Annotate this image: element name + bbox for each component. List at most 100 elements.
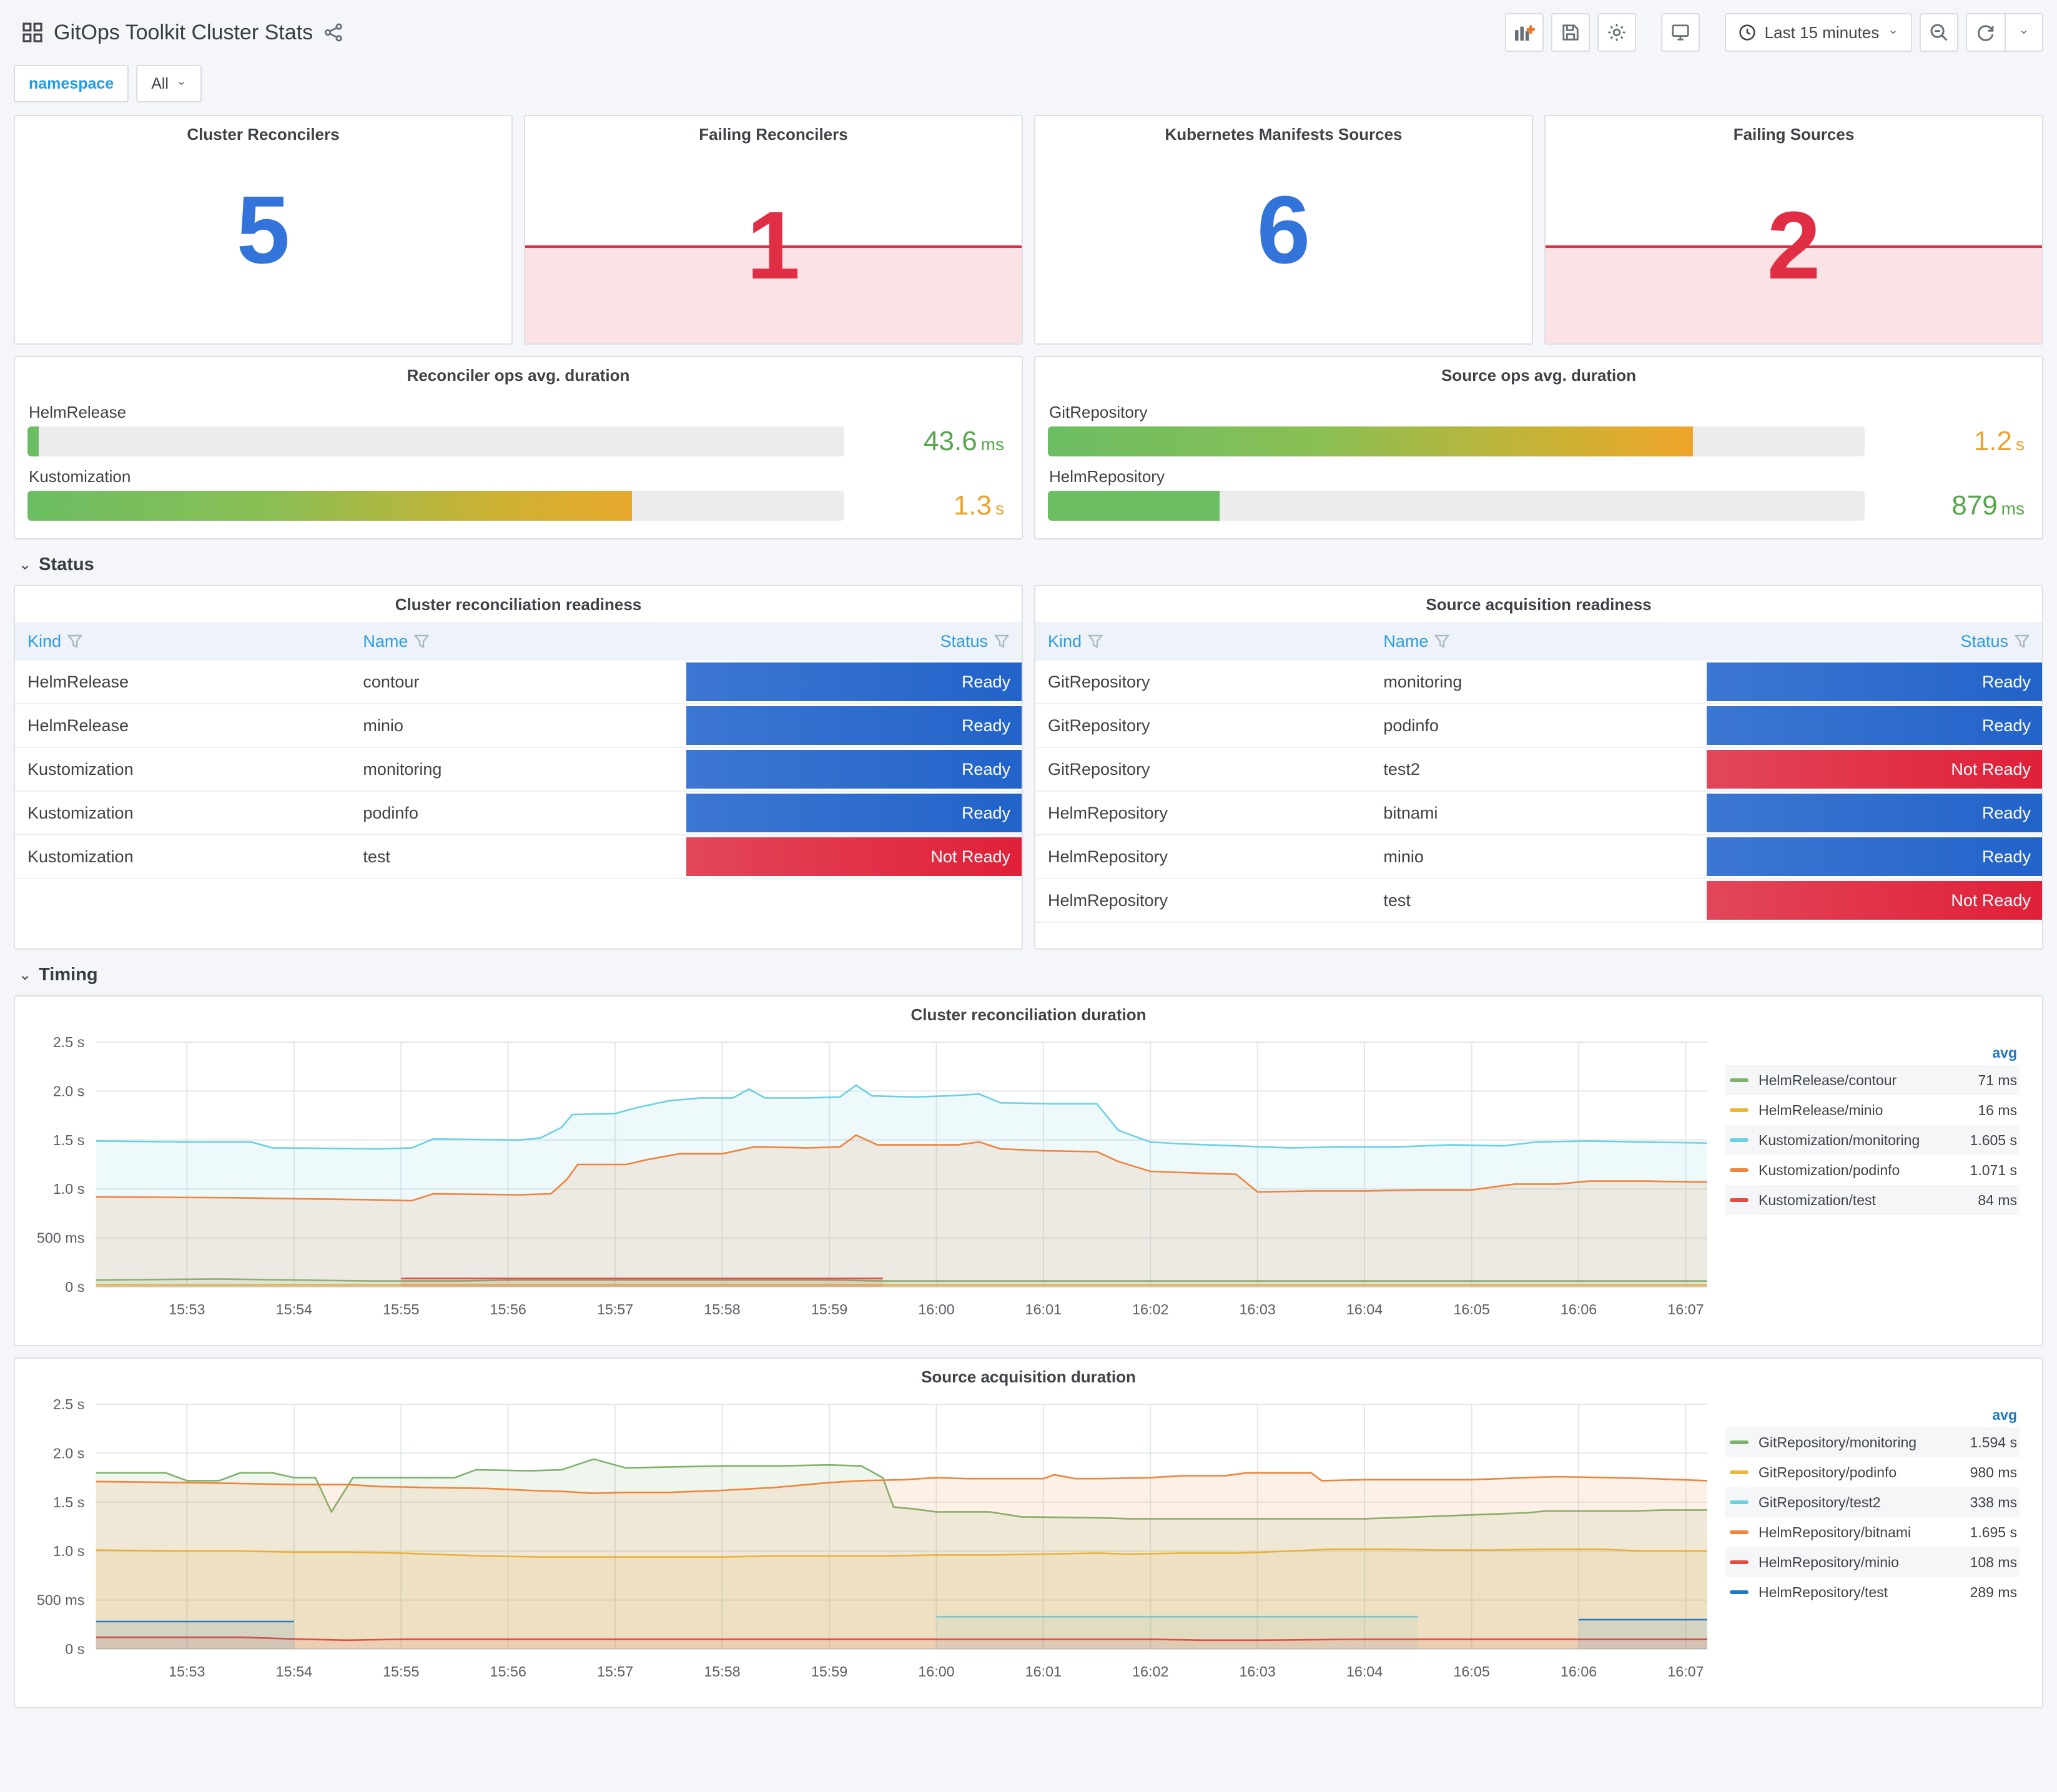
time-series-plot[interactable]: 0 s 500 ms 1.0 s 1.5 s 2.0 s 2.5 s 15:53 15:54 1… <box>22 1030 1720 1332</box>
legend-item[interactable]: HelmRelease/minio 16 ms <box>1725 1095 2020 1125</box>
panel-title[interactable]: Source acquisition readiness <box>1426 595 1652 614</box>
time-series-plot[interactable]: 0 s 500 ms 1.0 s 1.5 s 2.0 s 2.5 s 15:53 15:54 1… <box>22 1392 1720 1694</box>
legend-item[interactable]: HelmRepository/test 289 ms <box>1725 1577 2020 1607</box>
refresh-button[interactable] <box>1966 13 2005 52</box>
column-header-kind[interactable]: Kind <box>15 622 350 661</box>
legend-item[interactable]: Kustomization/test 84 ms <box>1725 1185 2020 1215</box>
section-status[interactable]: ⌄ Status <box>19 554 94 574</box>
legend-item[interactable]: HelmRelease/contour 71 ms <box>1725 1065 2020 1095</box>
chart-legend: avg GitRepository/monitoring 1.594 s GitRep… <box>1720 1392 2035 1694</box>
page-title[interactable]: GitOps Toolkit Cluster Stats <box>54 20 313 44</box>
svg-text:1.0 s: 1.0 s <box>53 1543 85 1559</box>
panel-title[interactable]: Source ops avg. duration <box>1441 366 1637 385</box>
toolbar: Last 15 minutes ⌄ ⌄ <box>1504 13 2043 52</box>
stat-value: 1 <box>746 191 801 299</box>
refresh-interval-dropdown[interactable]: ⌄ <box>2005 13 2043 52</box>
save-dashboard-button[interactable] <box>1551 13 1590 52</box>
panel-title[interactable]: Source acquisition duration <box>921 1367 1136 1386</box>
apps-grid-icon[interactable] <box>22 22 42 42</box>
add-panel-button[interactable] <box>1504 13 1544 52</box>
svg-text:15:54: 15:54 <box>276 1301 312 1317</box>
stat-value: 5 <box>236 175 290 283</box>
cell-kind: HelmRepository <box>1048 803 1168 822</box>
gauge-value: 43.6 ms <box>924 426 1004 456</box>
chevron-down-icon: ⌄ <box>1888 23 1898 37</box>
panel-title[interactable]: Failing Reconcilers <box>699 125 848 144</box>
table-row: Kustomization podinfo Ready <box>15 792 1022 835</box>
series-name: GitRepository/monitoring <box>1759 1434 1917 1450</box>
cycle-view-button[interactable] <box>1660 13 1700 52</box>
svg-text:15:56: 15:56 <box>490 1301 526 1317</box>
cell-name: test2 <box>1383 759 1420 779</box>
svg-text:15:57: 15:57 <box>597 1301 633 1317</box>
section-timing[interactable]: ⌄ Timing <box>19 965 98 985</box>
charts-column: Cluster reconciliation duration 0 s 500 ms… <box>14 995 2043 1708</box>
column-header-name[interactable]: Name <box>1371 622 1706 661</box>
variable-label-namespace[interactable]: namespace <box>14 65 129 102</box>
table-panel-1: Source acquisition readiness Kind Name Stat… <box>1034 585 2043 950</box>
panel-title[interactable]: Cluster reconciliation duration <box>910 1005 1147 1024</box>
svg-text:16:02: 16:02 <box>1132 1301 1168 1317</box>
time-range-picker[interactable]: Last 15 minutes ⌄ <box>1724 13 1912 52</box>
chevron-down-icon: ⌄ <box>19 556 32 573</box>
series-color-swatch <box>1730 1530 1749 1534</box>
cell-status: Ready <box>686 704 1022 747</box>
chart-panel-1: Source acquisition duration 0 s 500 ms 1.0 … <box>14 1357 2043 1708</box>
gauge-fill <box>27 491 632 521</box>
legend-avg-header[interactable]: avg <box>1992 1407 2017 1423</box>
svg-text:16:04: 16:04 <box>1346 1301 1383 1317</box>
column-header-kind[interactable]: Kind <box>1035 622 1371 661</box>
cell-kind: HelmRepository <box>1048 890 1168 910</box>
panel-title[interactable]: Cluster reconciliation readiness <box>395 595 642 614</box>
variable-value-dropdown[interactable]: All ⌄ <box>136 65 202 102</box>
gauge-track <box>27 491 844 521</box>
panel-title[interactable]: Kubernetes Manifests Sources <box>1165 125 1403 144</box>
svg-text:2.0 s: 2.0 s <box>53 1445 85 1462</box>
table-row: HelmRelease contour Ready <box>15 661 1022 704</box>
gauge-value: 1.3 s <box>953 490 1004 521</box>
legend-item[interactable]: HelmRepository/minio 108 ms <box>1725 1547 2020 1577</box>
series-name: HelmRepository/test <box>1759 1583 1888 1600</box>
legend-avg-header[interactable]: avg <box>1992 1045 2017 1061</box>
series-color-swatch <box>1730 1500 1749 1504</box>
svg-text:500 ms: 500 ms <box>37 1230 84 1246</box>
svg-text:16:06: 16:06 <box>1561 1663 1597 1680</box>
dashboard: GitOps Toolkit Cluster Stats <box>14 13 2043 1708</box>
series-avg-value: 16 ms <box>1978 1101 2017 1118</box>
column-header-status[interactable]: Status <box>686 622 1022 661</box>
series-avg-value: 84 ms <box>1978 1191 2017 1208</box>
share-icon[interactable] <box>324 23 343 42</box>
series-avg-value: 71 ms <box>1978 1071 2017 1088</box>
tables-row: Cluster reconciliation readiness Kind Name… <box>14 585 2043 950</box>
settings-button[interactable] <box>1597 13 1636 52</box>
svg-text:16:00: 16:00 <box>918 1663 954 1680</box>
panel-title[interactable]: Failing Sources <box>1733 125 1855 144</box>
svg-text:2.5 s: 2.5 s <box>53 1034 85 1050</box>
series-avg-value: 980 ms <box>1970 1464 2017 1480</box>
series-avg-value: 1.695 s <box>1970 1524 2017 1540</box>
legend-item[interactable]: Kustomization/podinfo 1.071 s <box>1725 1155 2020 1185</box>
cell-status: Ready <box>1706 661 2042 703</box>
series-color-swatch <box>1730 1198 1749 1202</box>
zoom-out-button[interactable] <box>1920 13 1958 52</box>
legend-item[interactable]: Kustomization/monitoring 1.605 s <box>1725 1125 2020 1155</box>
gauge-track <box>1048 491 1865 521</box>
table-row: GitRepository podinfo Ready <box>1035 704 2042 748</box>
table-row: Kustomization monitoring Ready <box>15 748 1022 792</box>
cell-name: bitnami <box>1383 803 1438 822</box>
legend-item[interactable]: GitRepository/monitoring 1.594 s <box>1725 1427 2020 1457</box>
column-header-name[interactable]: Name <box>350 622 686 661</box>
panel-title[interactable]: Cluster Reconcilers <box>187 125 340 144</box>
legend-item[interactable]: GitRepository/podinfo 980 ms <box>1725 1457 2020 1487</box>
panel-title[interactable]: Reconciler ops avg. duration <box>407 366 630 385</box>
svg-text:16:05: 16:05 <box>1453 1663 1489 1680</box>
series-name: HelmRepository/minio <box>1759 1553 1899 1570</box>
legend-item[interactable]: HelmRepository/bitnami 1.695 s <box>1725 1517 2020 1547</box>
column-header-status[interactable]: Status <box>1707 622 2042 661</box>
table-row: Kustomization test Not Ready <box>15 835 1022 879</box>
svg-text:15:56: 15:56 <box>490 1663 526 1680</box>
cell-status: Ready <box>686 661 1022 703</box>
legend-item[interactable]: GitRepository/test2 338 ms <box>1725 1487 2020 1517</box>
series-name: HelmRepository/bitnami <box>1759 1524 1911 1540</box>
svg-text:500 ms: 500 ms <box>37 1592 84 1608</box>
